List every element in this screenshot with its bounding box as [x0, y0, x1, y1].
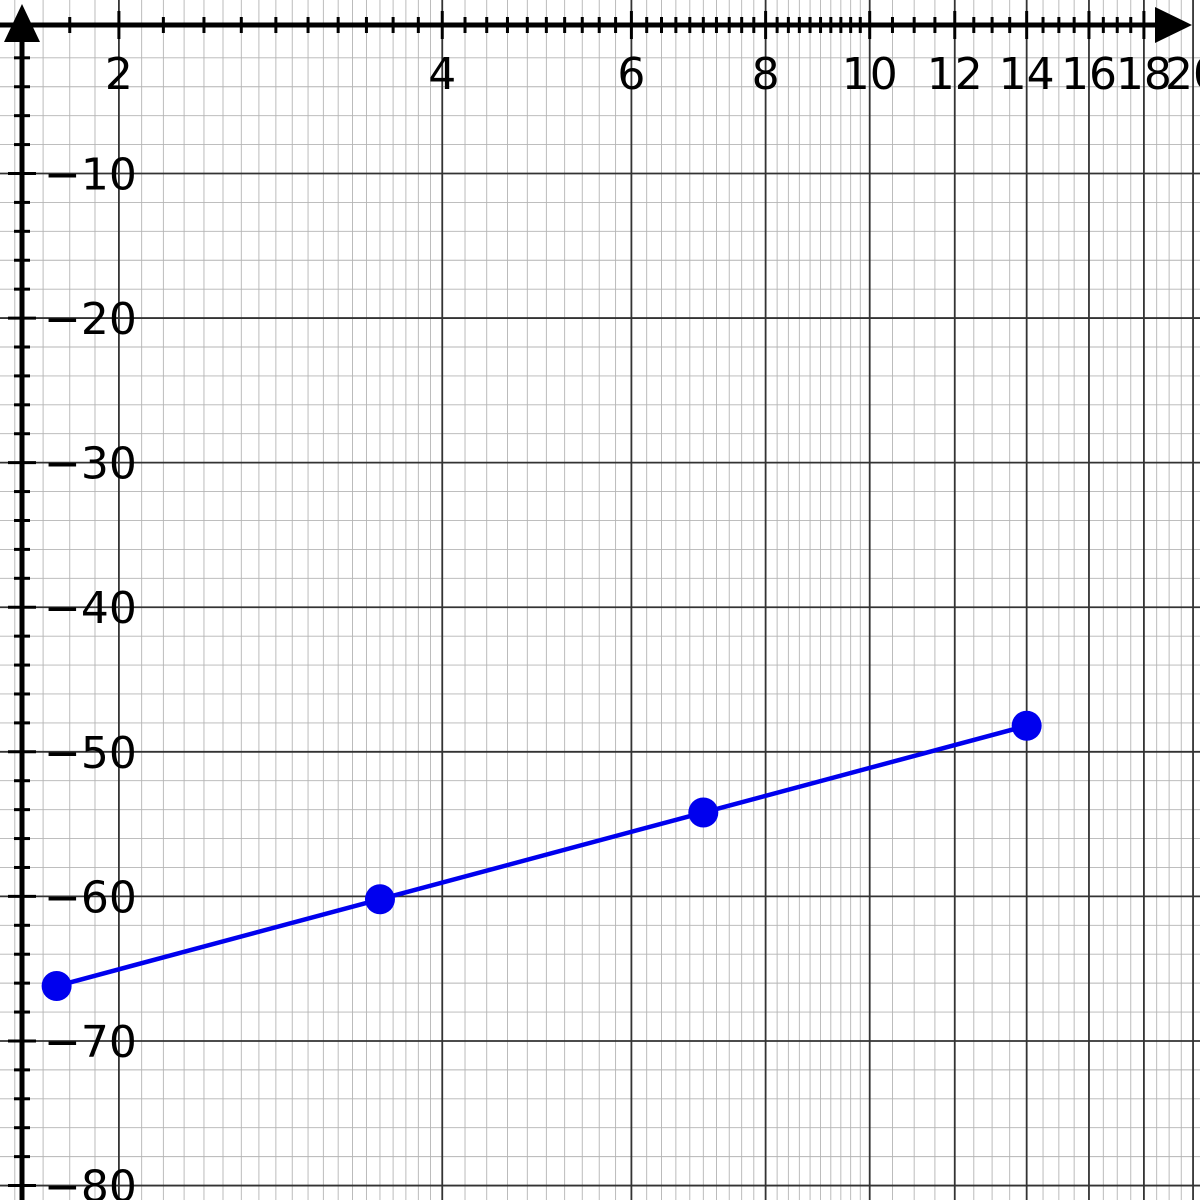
y-tick-label: −10	[44, 149, 137, 200]
x-tick-label: 10	[842, 49, 898, 100]
data-point	[1011, 710, 1042, 741]
y-tick-label: −20	[44, 294, 137, 345]
x-tick-label: 12	[927, 49, 983, 100]
x-tick-label: 6	[617, 49, 645, 100]
x-tick-label: 16	[1061, 49, 1117, 100]
data-point	[688, 797, 719, 828]
x-tick-label: 20	[1165, 49, 1200, 100]
y-tick-label: −60	[44, 872, 137, 923]
x-axis-arrow	[1155, 7, 1192, 43]
x-tick-label: 18	[1116, 49, 1172, 100]
data-point	[41, 971, 72, 1002]
data-point	[364, 884, 395, 915]
tick-labels: 2 4 6 8 10 12 14161820 −10 −20 −30 −40 −50 −60 −70 −80	[44, 49, 1200, 1200]
data-series	[41, 710, 1042, 1002]
x-tick-label: 2	[105, 49, 133, 100]
axes	[0, 4, 1192, 1200]
y-tick-label: −70	[44, 1017, 137, 1068]
y-tick-label: −30	[44, 439, 137, 490]
x-tick-label: 4	[428, 49, 456, 100]
y-axis-arrow	[4, 4, 40, 42]
series-line	[56, 723, 1028, 989]
y-tick-label: −80	[44, 1162, 137, 1200]
x-tick-label: 14	[999, 49, 1055, 100]
x-tick-label: 8	[752, 49, 780, 100]
y-tick-label: −50	[44, 728, 137, 779]
y-tick-label: −40	[44, 583, 137, 634]
